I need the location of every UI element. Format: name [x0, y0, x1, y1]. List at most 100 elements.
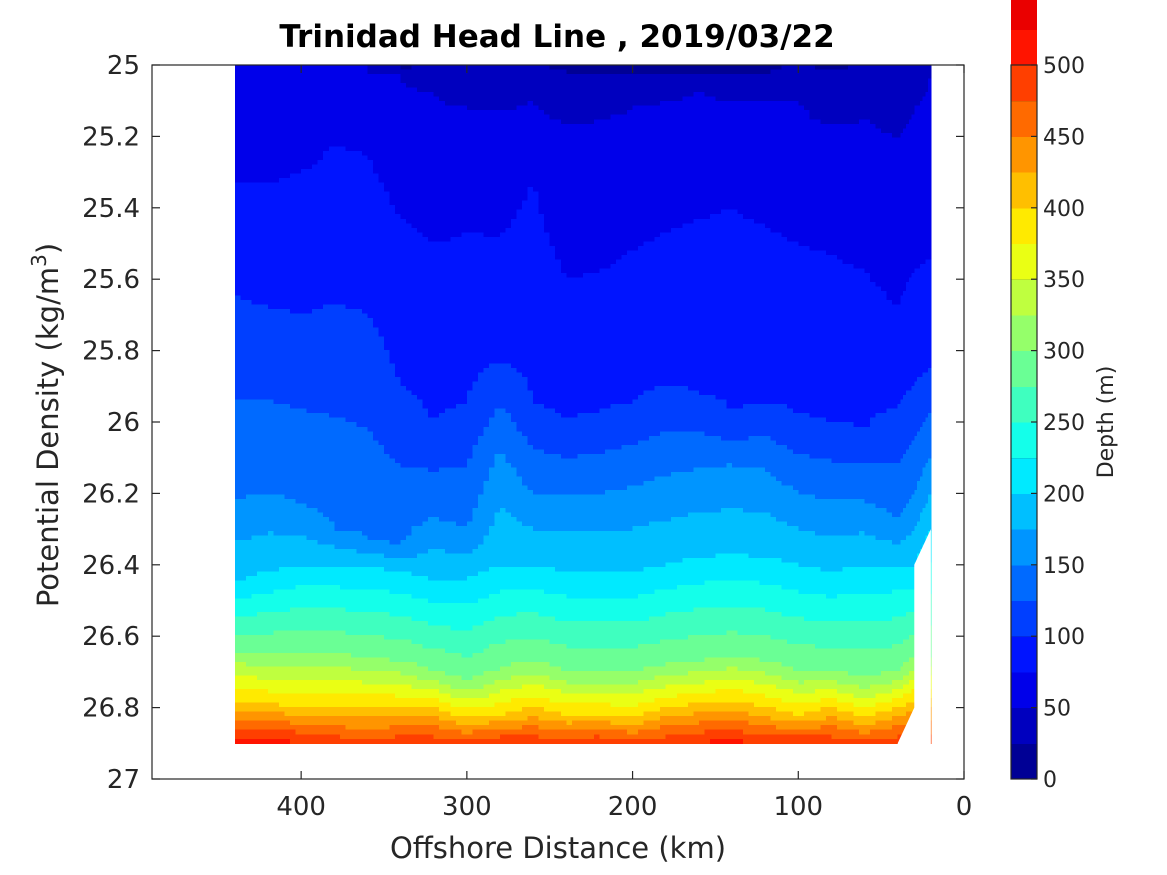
contour-cell [842, 65, 849, 71]
contour-cell [439, 603, 446, 627]
contour-cell [378, 670, 385, 686]
y-tick-label: 25.2 [82, 122, 140, 152]
contour-cell [582, 123, 589, 274]
contour-cell [875, 738, 882, 744]
contour-cell [925, 462, 929, 505]
contour-cell [809, 458, 816, 496]
contour-cell [798, 702, 805, 717]
colorbar-band [1011, 172, 1037, 209]
contour-cell [698, 557, 705, 586]
contour-cell [290, 499, 297, 536]
contour-cell [792, 413, 799, 455]
contour-cell [875, 508, 882, 541]
contour-cell [488, 110, 496, 238]
contour-cell [466, 458, 473, 523]
contour-cell [350, 634, 357, 658]
contour-cell [709, 738, 717, 744]
contour-cell [245, 666, 253, 677]
contour-cell [864, 675, 871, 690]
contour-cell [384, 65, 391, 75]
contour-cell [676, 612, 683, 640]
contour-cell [328, 146, 335, 306]
contour-cell [251, 711, 258, 722]
contour-cell [908, 277, 913, 392]
contour-cell [897, 137, 902, 306]
contour-cell [549, 453, 556, 496]
contour-cell [511, 110, 518, 220]
contour-cell [836, 259, 844, 423]
contour-cell [660, 707, 667, 717]
contour-cell [466, 707, 473, 717]
contour-cell [522, 725, 529, 735]
contour-cell [323, 566, 330, 586]
contour-cell [461, 716, 468, 726]
contour-cell [897, 698, 902, 708]
contour-cell [251, 182, 258, 306]
contour-cell [654, 476, 661, 523]
contour-cell [444, 105, 451, 242]
contour-cell [610, 449, 617, 491]
contour-cell [240, 65, 247, 184]
contour-cell [897, 689, 902, 699]
contour-cell [599, 693, 606, 704]
contour-cell [511, 422, 518, 469]
contour-cell [488, 670, 496, 686]
contour-cell [897, 462, 902, 518]
contour-cell [522, 105, 529, 202]
contour-cell [776, 585, 783, 613]
contour-cell [256, 679, 264, 690]
contour-cell [450, 716, 457, 722]
contour-cell [500, 666, 507, 681]
contour-cell [339, 738, 346, 744]
contour-cell [494, 643, 501, 672]
contour-cell [610, 621, 617, 649]
contour-cell [870, 729, 877, 740]
contour-cell [472, 575, 479, 604]
contour-cell [814, 69, 821, 120]
contour-cell [922, 96, 926, 265]
contour-cell [444, 603, 451, 627]
contour-cell [284, 693, 291, 708]
contour-cell [825, 535, 833, 573]
contour-cell [262, 720, 269, 731]
contour-cell [604, 571, 612, 600]
contour-cell [428, 707, 435, 717]
contour-cell [533, 191, 540, 405]
contour-cell [328, 679, 335, 695]
contour-cell [900, 589, 904, 618]
contour-cell [770, 698, 777, 708]
colorbar-tick-label: 250 [1043, 411, 1085, 436]
contour-cell [911, 634, 915, 658]
contour-cell [632, 485, 639, 527]
colorbar-band [1011, 743, 1037, 780]
contour-cell [892, 698, 899, 708]
contour-cell [676, 101, 683, 229]
contour-cell [256, 612, 264, 636]
contour-cell [781, 101, 788, 238]
contour-cell [671, 716, 678, 726]
contour-cell [914, 490, 918, 527]
contour-cell [660, 476, 667, 523]
contour-cell [301, 652, 308, 668]
contour-cell [864, 738, 871, 744]
contour-cell [417, 467, 424, 527]
contour-cell [549, 119, 556, 247]
contour-cell [759, 734, 766, 744]
contour-cell [627, 485, 634, 532]
contour-cell [748, 74, 755, 102]
contour-cell [400, 594, 407, 618]
contour-cell [433, 670, 440, 681]
contour-cell [306, 413, 313, 509]
contour-cell [682, 431, 689, 473]
contour-cell [787, 101, 794, 242]
contour-cell [295, 630, 302, 654]
contour-cell [422, 679, 429, 690]
contour-cell [439, 729, 446, 740]
contour-cell [698, 634, 705, 663]
contour-cell [516, 711, 523, 722]
contour-cell [477, 698, 485, 708]
contour-cell [240, 720, 247, 731]
contour-cell [444, 65, 451, 107]
contour-cell [400, 734, 407, 744]
contour-cell [593, 693, 601, 704]
